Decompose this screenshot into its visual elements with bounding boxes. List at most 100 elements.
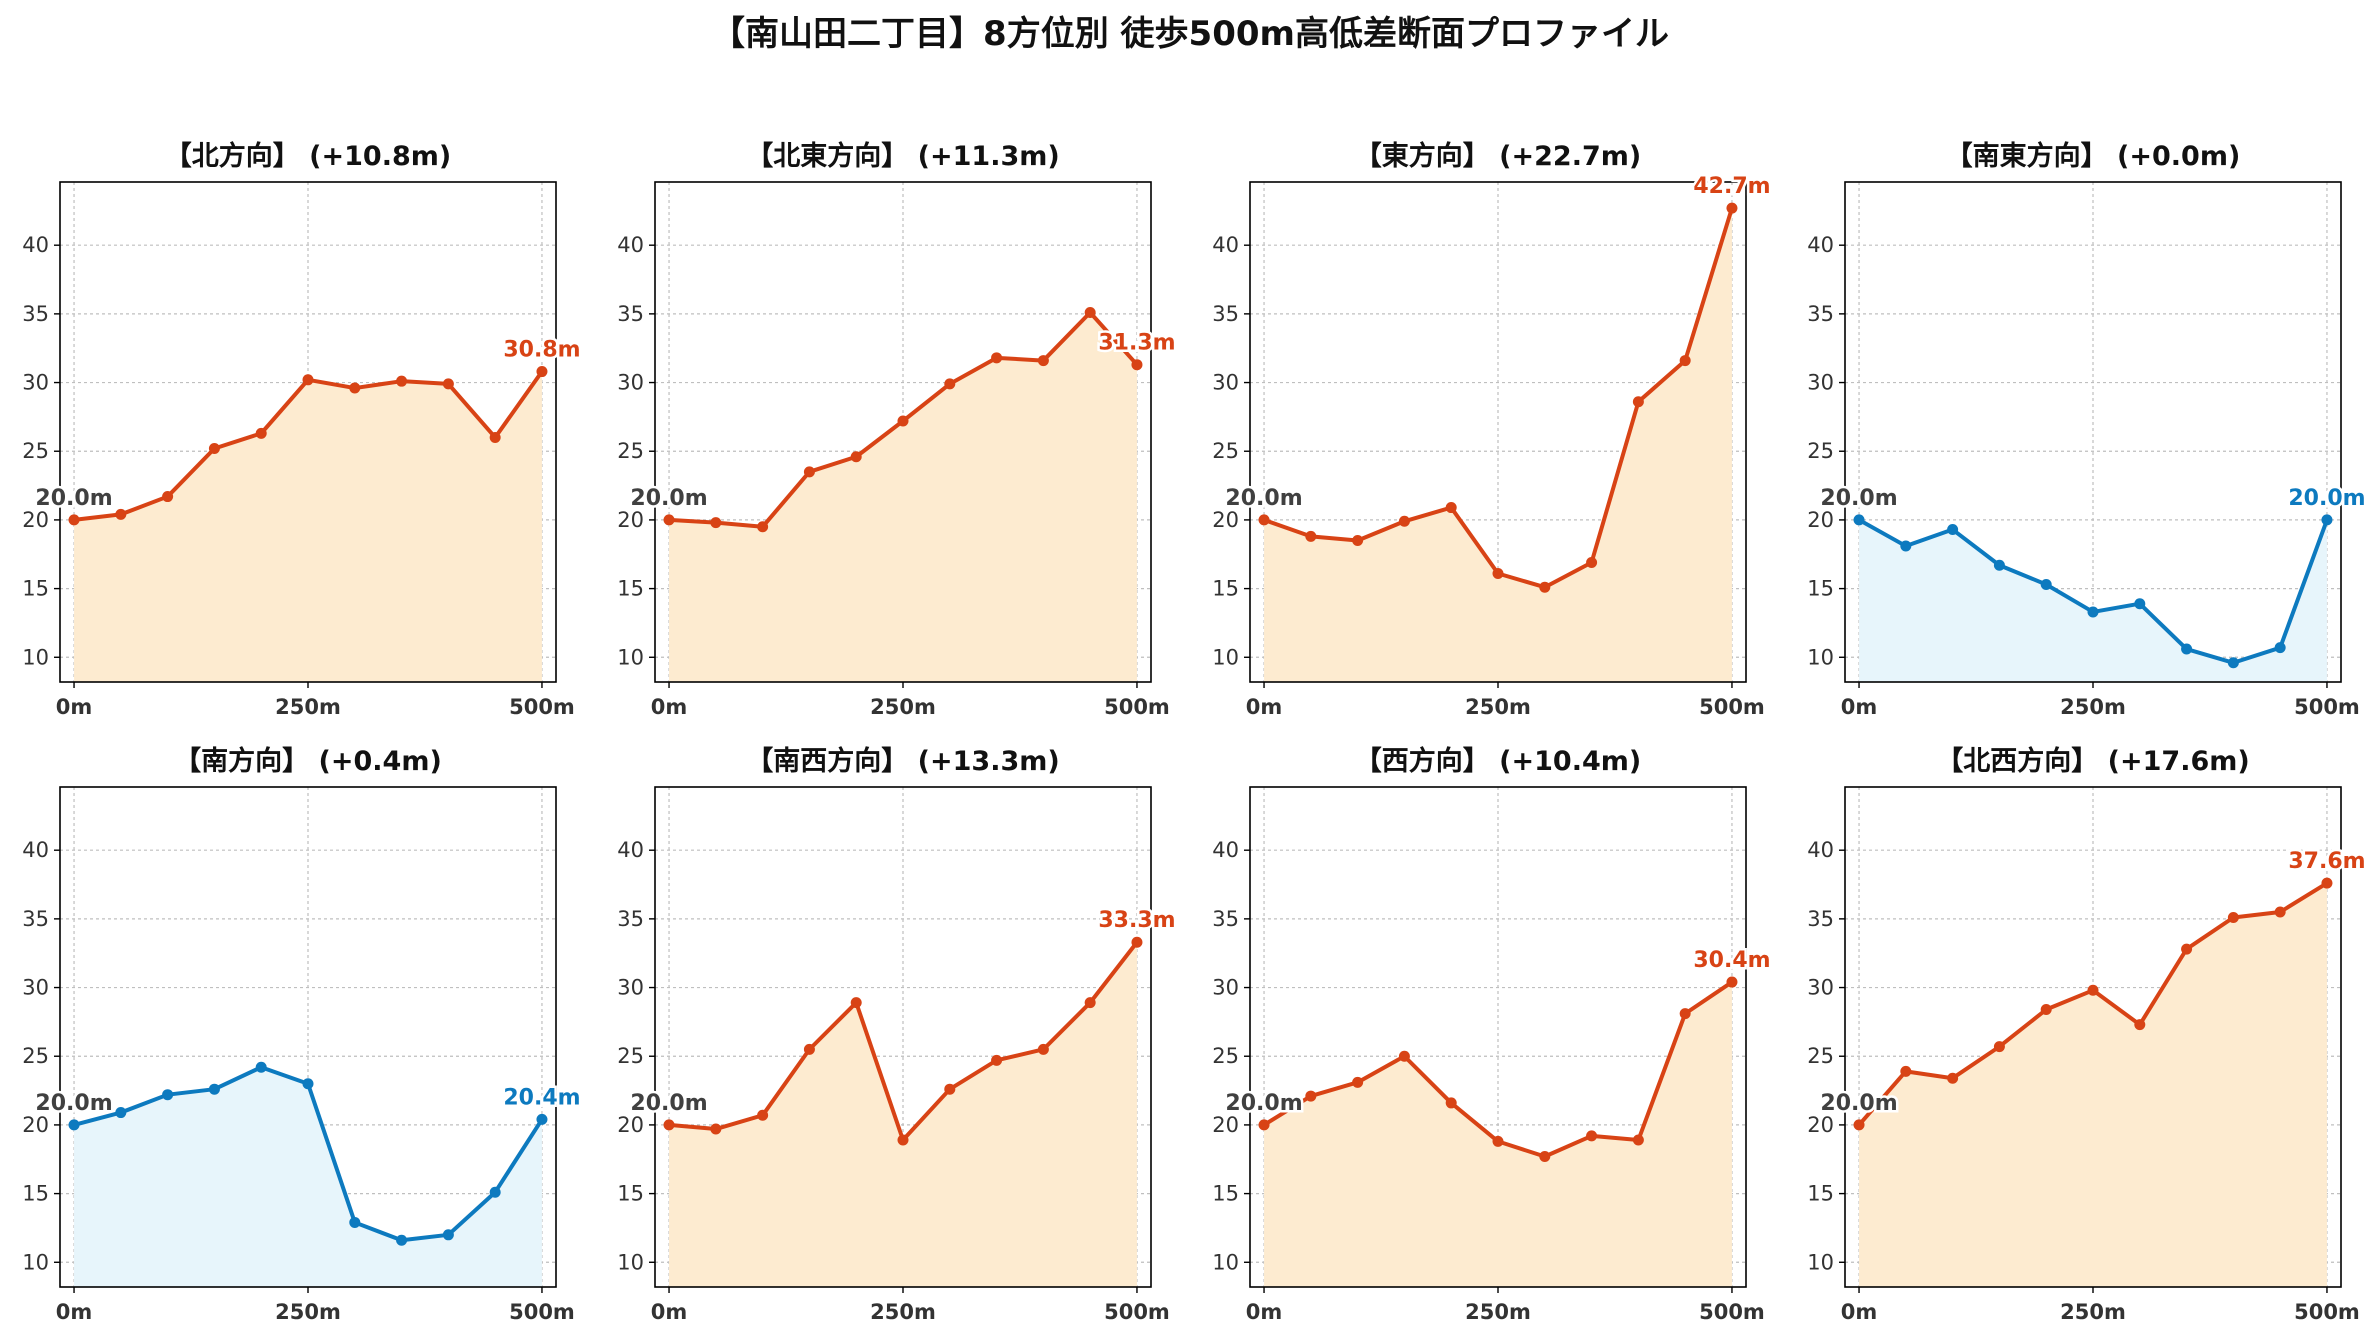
data-point [2040, 578, 2052, 590]
y-tick-label: 15 [1212, 1182, 1239, 1206]
data-point [115, 1107, 127, 1119]
y-tick-label: 40 [617, 233, 644, 257]
y-tick-label: 20 [617, 1113, 644, 1137]
end-elevation-label: 30.4m [1693, 948, 1770, 973]
y-tick-label: 35 [1212, 302, 1239, 326]
data-point [850, 451, 862, 463]
data-point [1131, 359, 1143, 371]
y-tick-label: 10 [1212, 1250, 1239, 1274]
data-point [1084, 306, 1096, 318]
x-tick-label: 250m [2060, 1300, 2126, 1324]
data-point [115, 508, 127, 520]
data-point [162, 1089, 174, 1101]
data-point [489, 431, 501, 443]
y-tick-label: 15 [1807, 577, 1834, 601]
y-tick-label: 15 [1807, 1182, 1834, 1206]
data-point [536, 1113, 548, 1125]
data-point [1947, 1072, 1959, 1084]
elevation-area [74, 1067, 542, 1287]
data-point [710, 517, 722, 529]
y-tick-label: 20 [1807, 1113, 1834, 1137]
panel-3: 【東方向】 (+22.7m) 10 15 20 25 30 35 40 0m 250m 500m 20… [1212, 140, 1773, 719]
data-point [2134, 598, 2146, 610]
y-tick-label: 40 [617, 838, 644, 862]
data-point [2040, 1004, 2052, 1016]
end-elevation-label: 37.6m [2288, 849, 2365, 874]
x-tick-label: 250m [1465, 695, 1531, 719]
y-tick-label: 30 [617, 976, 644, 1000]
end-elevation-label: 31.3m [1098, 331, 1175, 356]
elevation-area [669, 942, 1137, 1287]
y-tick-label: 15 [617, 577, 644, 601]
end-elevation-label: 42.7m [1693, 174, 1770, 199]
y-tick-label: 25 [22, 1044, 49, 1068]
data-point [442, 1229, 454, 1241]
data-point [2321, 877, 2333, 889]
data-point [2274, 642, 2286, 654]
x-tick-label: 500m [1104, 695, 1170, 719]
data-point [489, 1186, 501, 1198]
panel-8: 【北西方向】 (+17.6m) 10 15 20 25 30 35 40 0m 250m 500m 2… [1807, 745, 2368, 1324]
x-tick-label: 500m [509, 695, 575, 719]
data-point [1445, 502, 1457, 514]
panel-5: 【南方向】 (+0.4m) 10 15 20 25 30 35 40 0m 250m 500m 20.… [22, 745, 583, 1324]
data-point [710, 1123, 722, 1135]
x-tick-label: 250m [870, 695, 936, 719]
data-point [1586, 1130, 1598, 1142]
data-point [255, 1061, 267, 1073]
y-tick-label: 40 [1807, 233, 1834, 257]
panel-title: 【北西方向】 (+17.6m) [1936, 745, 2249, 777]
y-tick-label: 30 [1212, 371, 1239, 395]
data-point [1679, 355, 1691, 367]
data-point [2087, 606, 2099, 618]
data-point [1853, 1119, 1865, 1131]
panel-title: 【東方向】 (+22.7m) [1355, 140, 1641, 172]
data-point [1586, 556, 1598, 568]
y-tick-label: 25 [1807, 439, 1834, 463]
y-tick-label: 15 [22, 1182, 49, 1206]
y-tick-label: 10 [22, 645, 49, 669]
panel-title: 【北方向】 (+10.8m) [165, 140, 451, 172]
data-point [1037, 1043, 1049, 1055]
data-point [1993, 559, 2005, 571]
y-tick-label: 10 [22, 1250, 49, 1274]
x-tick-label: 0m [1841, 1300, 1878, 1324]
y-tick-label: 35 [1807, 302, 1834, 326]
data-point [1900, 540, 1912, 552]
panel-title: 【南方向】 (+0.4m) [174, 745, 442, 777]
start-elevation-label: 20.0m [35, 486, 112, 511]
y-tick-label: 25 [617, 439, 644, 463]
data-point [991, 352, 1003, 364]
y-tick-label: 35 [22, 302, 49, 326]
data-point [944, 1083, 956, 1095]
start-elevation-label: 20.0m [1225, 486, 1302, 511]
panel-4: 【南東方向】 (+0.0m) 10 15 20 25 30 35 40 0m 250m 500m 20… [1807, 140, 2368, 719]
elevation-area [1264, 208, 1732, 682]
data-point [1947, 524, 1959, 536]
y-tick-label: 20 [1212, 508, 1239, 532]
data-point [536, 366, 548, 378]
data-point [1258, 1119, 1270, 1131]
end-elevation-label: 20.4m [503, 1085, 580, 1110]
y-tick-label: 25 [617, 1044, 644, 1068]
y-tick-label: 25 [1807, 1044, 1834, 1068]
data-point [2227, 657, 2239, 669]
data-point [663, 514, 675, 526]
data-point [2181, 943, 2193, 955]
elevation-area [74, 371, 542, 682]
x-tick-label: 250m [275, 1300, 341, 1324]
y-tick-label: 10 [1807, 1250, 1834, 1274]
y-tick-label: 20 [1212, 1113, 1239, 1137]
y-tick-label: 30 [1212, 976, 1239, 1000]
data-point [897, 415, 909, 427]
x-tick-label: 0m [1246, 1300, 1283, 1324]
data-point [2181, 643, 2193, 655]
x-tick-label: 500m [1104, 1300, 1170, 1324]
x-tick-label: 0m [1246, 695, 1283, 719]
x-tick-label: 500m [2294, 1300, 2360, 1324]
data-point [1492, 567, 1504, 579]
data-point [1632, 1134, 1644, 1146]
data-point [302, 1078, 314, 1090]
